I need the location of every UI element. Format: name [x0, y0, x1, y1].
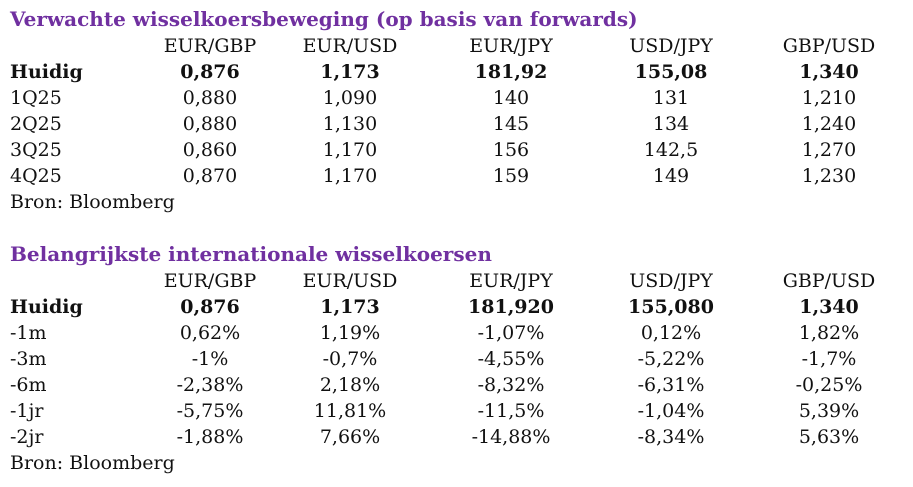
- cell: -1,04%: [637, 400, 705, 422]
- cell: 181,920: [468, 296, 554, 318]
- cell: -5,75%: [176, 400, 244, 422]
- cell: 5,39%: [798, 400, 860, 422]
- cell: 1,340: [799, 61, 859, 83]
- col-header-eur-usd: EUR/USD: [302, 35, 398, 57]
- row-label: 3Q25: [10, 139, 62, 161]
- cell: 5,63%: [798, 426, 860, 448]
- cell: 0,860: [182, 139, 238, 161]
- cell: 145: [492, 113, 530, 135]
- cell: -0,25%: [795, 374, 863, 396]
- cell: 155,08: [634, 61, 708, 83]
- table-row-3m: -3m -1% -0,7% -4,55% -5,22% -1,7%: [0, 346, 913, 372]
- exchange-rates-table: EUR/GBP EUR/USD EUR/JPY USD/JPY GBP/USD …: [0, 268, 913, 450]
- cell: 0,876: [180, 61, 240, 83]
- cell: 156: [492, 139, 530, 161]
- cell: 1,130: [322, 113, 378, 135]
- cell: 1,210: [801, 87, 857, 109]
- row-label: -1m: [10, 322, 47, 344]
- cell: 1,173: [320, 61, 380, 83]
- cell: -1,88%: [176, 426, 244, 448]
- cell: 1,270: [801, 139, 857, 161]
- table-row-3q25: 3Q25 0,860 1,170 156 142,5 1,270: [0, 137, 913, 163]
- cell: 134: [652, 113, 690, 135]
- col-header-usd-jpy: USD/JPY: [629, 35, 713, 57]
- section2-source: Bron: Bloomberg: [10, 452, 175, 474]
- cell: -2,38%: [176, 374, 244, 396]
- cell: -11,5%: [477, 400, 545, 422]
- cell: -0,7%: [322, 348, 378, 370]
- row-label: 1Q25: [10, 87, 62, 109]
- cell: 142,5: [643, 139, 699, 161]
- cell: -8,32%: [477, 374, 545, 396]
- col-header-eur-gbp: EUR/GBP: [163, 270, 257, 292]
- row-label: -3m: [10, 348, 47, 370]
- cell: 1,170: [322, 165, 378, 187]
- table-row-1q25: 1Q25 0,880 1,090 140 131 1,210: [0, 85, 913, 111]
- cell: -1%: [191, 348, 229, 370]
- cell: 0,12%: [640, 322, 702, 344]
- forward-rates-table: EUR/GBP EUR/USD EUR/JPY USD/JPY GBP/USD …: [0, 33, 913, 189]
- table-row-1m: -1m 0,62% 1,19% -1,07% 0,12% 1,82%: [0, 320, 913, 346]
- cell: 7,66%: [319, 426, 381, 448]
- table-row-huidig: Huidig 0,876 1,173 181,920 155,080 1,340: [0, 294, 913, 320]
- cell: -1,7%: [801, 348, 857, 370]
- row-label: Huidig: [10, 296, 83, 318]
- cell: -1,07%: [477, 322, 545, 344]
- table-row-6m: -6m -2,38% 2,18% -8,32% -6,31% -0,25%: [0, 372, 913, 398]
- table-row-1jr: -1jr -5,75% 11,81% -11,5% -1,04% 5,39%: [0, 398, 913, 424]
- cell: 1,090: [322, 87, 378, 109]
- row-label: -6m: [10, 374, 47, 396]
- corner-cell: [0, 268, 145, 294]
- col-header-gbp-usd: GBP/USD: [782, 35, 876, 57]
- table-row-2jr: -2jr -1,88% 7,66% -14,88% -8,34% 5,63%: [0, 424, 913, 450]
- cell: -8,34%: [637, 426, 705, 448]
- row-label: -2jr: [10, 426, 44, 448]
- cell: -5,22%: [637, 348, 705, 370]
- section1-title: Verwachte wisselkoersbeweging (op basis …: [10, 7, 638, 31]
- cell: 1,170: [322, 139, 378, 161]
- cell: 0,880: [182, 87, 238, 109]
- cell: 159: [492, 165, 530, 187]
- cell: 0,876: [180, 296, 240, 318]
- col-header-eur-jpy: EUR/JPY: [469, 270, 553, 292]
- cell: 155,080: [628, 296, 714, 318]
- col-header-eur-gbp: EUR/GBP: [163, 35, 257, 57]
- table-row-huidig: Huidig 0,876 1,173 181,92 155,08 1,340: [0, 59, 913, 85]
- row-label: -1jr: [10, 400, 44, 422]
- col-header-eur-jpy: EUR/JPY: [469, 35, 553, 57]
- cell: 1,340: [799, 296, 859, 318]
- header-row: EUR/GBP EUR/USD EUR/JPY USD/JPY GBP/USD: [0, 33, 913, 59]
- header-row: EUR/GBP EUR/USD EUR/JPY USD/JPY GBP/USD: [0, 268, 913, 294]
- cell: 140: [492, 87, 530, 109]
- cell: 1,19%: [319, 322, 381, 344]
- table-row-4q25: 4Q25 0,870 1,170 159 149 1,230: [0, 163, 913, 189]
- cell: 11,81%: [313, 400, 387, 422]
- cell: 181,92: [474, 61, 548, 83]
- row-label: 4Q25: [10, 165, 62, 187]
- row-label: Huidig: [10, 61, 83, 83]
- section2-title: Belangrijkste internationale wisselkoers…: [10, 242, 492, 266]
- cell: 1,82%: [798, 322, 860, 344]
- cell: -14,88%: [471, 426, 551, 448]
- cell: 0,62%: [179, 322, 241, 344]
- row-label: 2Q25: [10, 113, 62, 135]
- col-header-gbp-usd: GBP/USD: [782, 270, 876, 292]
- cell: 1,173: [320, 296, 380, 318]
- col-header-usd-jpy: USD/JPY: [629, 270, 713, 292]
- cell: -6,31%: [637, 374, 705, 396]
- cell: 0,870: [182, 165, 238, 187]
- section1-source: Bron: Bloomberg: [10, 191, 175, 213]
- cell: 0,880: [182, 113, 238, 135]
- table-row-2q25: 2Q25 0,880 1,130 145 134 1,240: [0, 111, 913, 137]
- cell: 1,230: [801, 165, 857, 187]
- cell: 149: [652, 165, 690, 187]
- cell: 131: [652, 87, 690, 109]
- cell: 2,18%: [319, 374, 381, 396]
- col-header-eur-usd: EUR/USD: [302, 270, 398, 292]
- cell: -4,55%: [477, 348, 545, 370]
- cell: 1,240: [801, 113, 857, 135]
- corner-cell: [0, 33, 145, 59]
